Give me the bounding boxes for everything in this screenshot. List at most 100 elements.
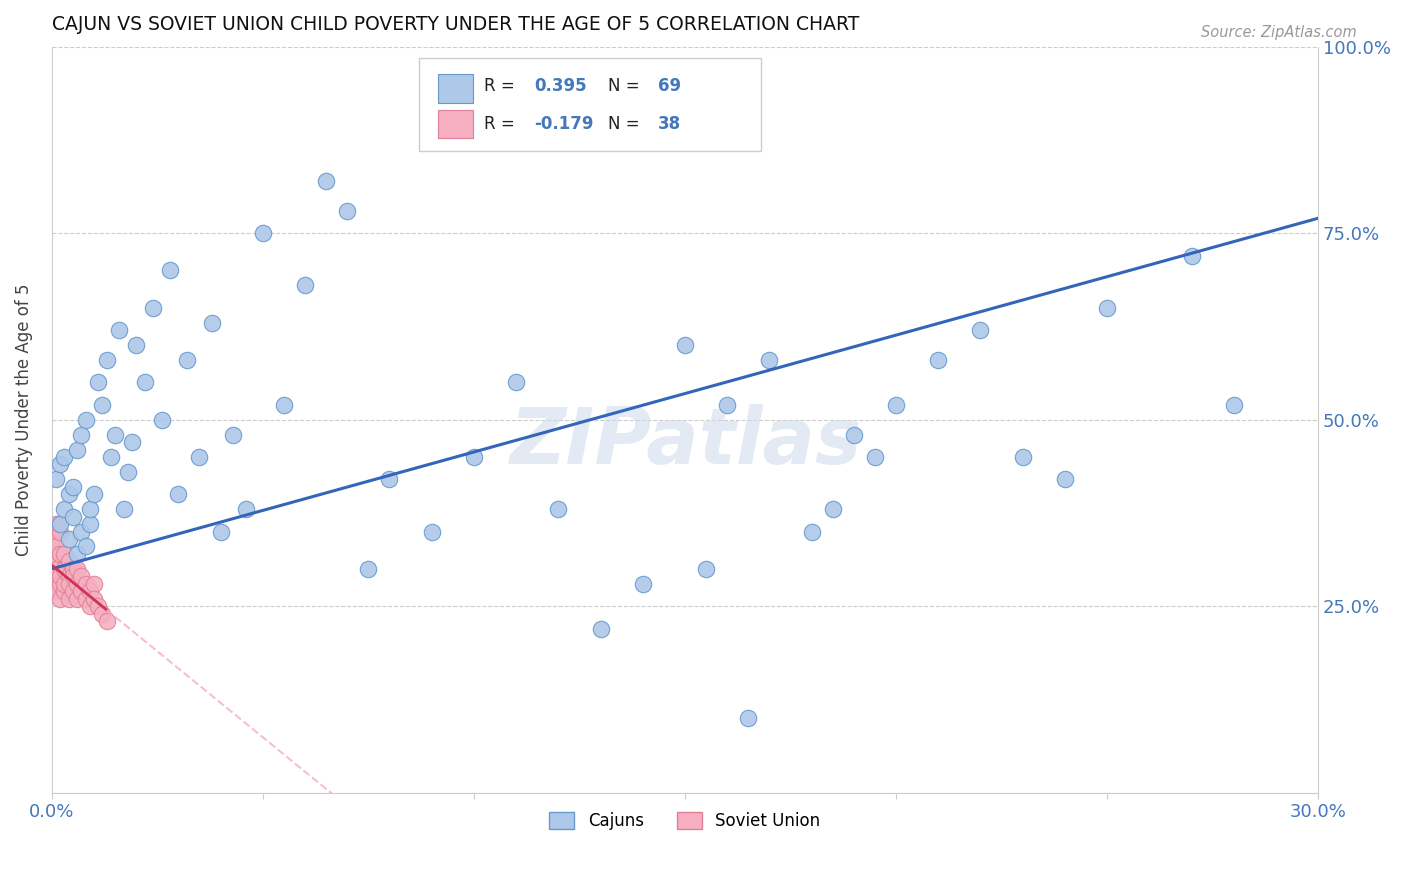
Point [336,203,359,218]
Point [45,540,67,554]
Point [121,435,143,450]
Y-axis label: Child Poverty Under the Age of 5: Child Poverty Under the Age of 5 [15,284,32,556]
Point [66,442,89,457]
Point [83,487,105,501]
Point [378,472,401,486]
FancyBboxPatch shape [439,110,474,138]
Point [79,517,101,532]
Point [96,614,118,628]
Point [45,562,67,576]
Point [716,398,738,412]
Point [45,584,67,599]
Point [58,576,80,591]
Point [505,376,527,390]
Point [235,502,257,516]
Point [66,562,89,576]
Point [1222,398,1244,412]
Point [863,450,886,464]
Point [927,353,949,368]
Point [176,353,198,368]
Text: R =: R = [484,78,520,95]
Text: 69: 69 [658,78,682,95]
Text: 0.395: 0.395 [534,78,586,95]
FancyBboxPatch shape [439,74,474,103]
Point [159,263,181,277]
Point [222,427,245,442]
Point [87,599,110,614]
Point [49,458,72,472]
FancyBboxPatch shape [419,58,761,151]
Point [58,532,80,546]
Point [201,316,224,330]
Legend: Cajuns, Soviet Union: Cajuns, Soviet Union [543,805,827,837]
Text: R =: R = [484,114,520,133]
Point [49,569,72,583]
Point [108,323,131,337]
Point [53,584,76,599]
Point [70,569,93,583]
Point [58,487,80,501]
Point [695,562,717,576]
Point [58,591,80,606]
Point [62,480,84,494]
Point [41,569,63,583]
Point [45,472,67,486]
Point [294,278,316,293]
Point [273,398,295,412]
Point [79,502,101,516]
Point [758,353,780,368]
Point [41,554,63,568]
Point [167,487,190,501]
Point [79,584,101,599]
Point [125,338,148,352]
Point [209,524,232,539]
Point [357,562,380,576]
Point [1095,301,1118,315]
Point [117,465,139,479]
Point [96,353,118,368]
Point [589,622,612,636]
Point [150,412,173,426]
Point [420,524,443,539]
Point [41,532,63,546]
Point [315,174,337,188]
Point [53,576,76,591]
Point [87,376,110,390]
Point [142,301,165,315]
Point [49,591,72,606]
Point [631,576,654,591]
Point [53,450,76,464]
Point [45,576,67,591]
Point [66,591,89,606]
Point [53,562,76,576]
Point [673,338,696,352]
Point [547,502,569,516]
Text: -0.179: -0.179 [534,114,593,133]
Point [100,450,122,464]
Point [252,226,274,240]
Point [1011,450,1033,464]
Point [842,427,865,442]
Point [1180,248,1202,262]
Text: N =: N = [607,78,644,95]
Point [66,547,89,561]
Point [70,524,93,539]
Text: Source: ZipAtlas.com: Source: ZipAtlas.com [1201,25,1357,40]
Point [66,576,89,591]
Text: 38: 38 [658,114,682,133]
Point [53,502,76,516]
Point [112,502,135,516]
Point [58,554,80,568]
Point [45,517,67,532]
Point [463,450,485,464]
Point [49,547,72,561]
Point [969,323,991,337]
Point [1053,472,1076,486]
Point [83,576,105,591]
Point [75,412,97,426]
Point [70,427,93,442]
Point [91,398,114,412]
Point [134,376,156,390]
Point [62,584,84,599]
Point [62,562,84,576]
